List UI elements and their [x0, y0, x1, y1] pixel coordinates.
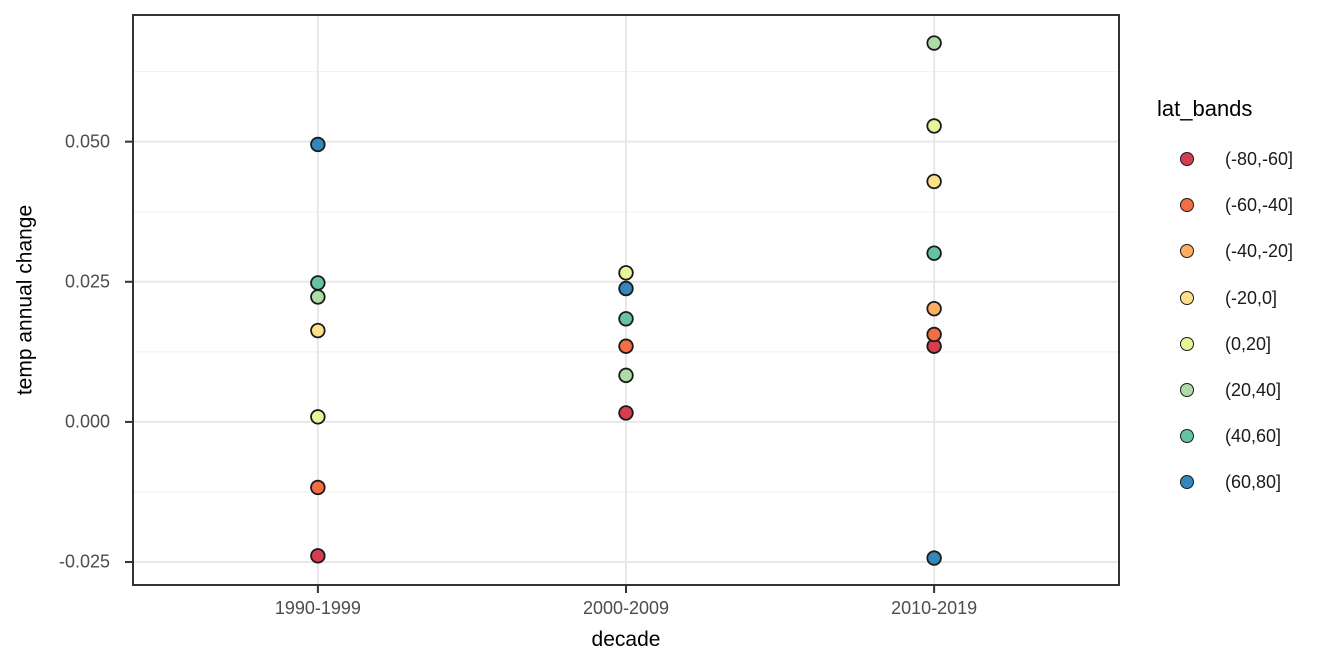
data-point: [618, 280, 634, 297]
data-point: [310, 322, 326, 339]
legend-item: (40,60]: [1157, 413, 1293, 459]
data-point: [310, 409, 326, 425]
legend-label: (-20,0]: [1225, 287, 1278, 308]
legend-key-dot: [1180, 290, 1194, 305]
data-point: [926, 118, 942, 134]
legend-label: (60,80]: [1225, 472, 1282, 493]
y-tick-label: 0.050: [64, 131, 110, 152]
data-point: [310, 136, 326, 153]
legend-key-dot: [1180, 152, 1194, 167]
data-point: [618, 367, 634, 384]
data-point: [310, 548, 326, 564]
legend-label: (-80,-60]: [1225, 149, 1294, 170]
legend-item: (-40,-20]: [1157, 228, 1293, 274]
legend-item: (20,40]: [1157, 367, 1293, 413]
legend: lat_bands (-80,-60] (-60,-40] (-40,-20] (-2…: [1157, 96, 1293, 506]
y-tick-label: -0.025: [58, 551, 110, 572]
legend-item: (0,20]: [1157, 321, 1293, 367]
x-tick-label: 2010-2019: [891, 598, 978, 618]
data-point: [926, 35, 942, 51]
legend-label: (20,40]: [1225, 380, 1282, 401]
data-point: [310, 275, 326, 291]
data-point: [926, 245, 942, 261]
legend-item: (-80,-60]: [1157, 136, 1293, 182]
legend-item: (60,80]: [1157, 459, 1293, 505]
legend-key-dot: [1180, 429, 1194, 444]
y-tick-label: 0.025: [64, 271, 110, 292]
data-point: [926, 326, 942, 343]
data-point: [618, 311, 634, 327]
legend-title: lat_bands: [1157, 96, 1253, 121]
legend-key-dot: [1180, 198, 1194, 213]
x-tick-label: 2000-2009: [582, 598, 670, 618]
data-point: [926, 550, 942, 566]
y-tick-label: 0.000: [64, 411, 110, 432]
data-point: [310, 289, 326, 305]
data-point: [310, 479, 326, 496]
legend-key-dot: [1180, 244, 1194, 259]
data-point: [618, 265, 634, 281]
legend-label: (-40,-20]: [1225, 241, 1294, 262]
data-point: [618, 405, 634, 421]
x-tick-label: 1990-1999: [274, 598, 361, 618]
data-point: [926, 173, 942, 190]
legend-key-dot: [1180, 383, 1194, 398]
y-axis-title: temp annual change: [13, 204, 37, 396]
legend-label: (-60,-40]: [1225, 195, 1294, 216]
legend-item: (-20,0]: [1157, 275, 1293, 321]
legend-label: (0,20]: [1225, 333, 1272, 354]
legend-key-dot: [1180, 336, 1194, 351]
legend-key-dot: [1180, 475, 1194, 490]
data-point: [618, 338, 634, 354]
legend-items: (-80,-60] (-60,-40] (-40,-20] (-20,0] (0,20]…: [1157, 136, 1293, 506]
data-point: [926, 300, 942, 317]
legend-label: (40,60]: [1225, 426, 1282, 447]
legend-item: (-60,-40]: [1157, 182, 1293, 228]
x-axis-title: decade: [591, 628, 661, 651]
